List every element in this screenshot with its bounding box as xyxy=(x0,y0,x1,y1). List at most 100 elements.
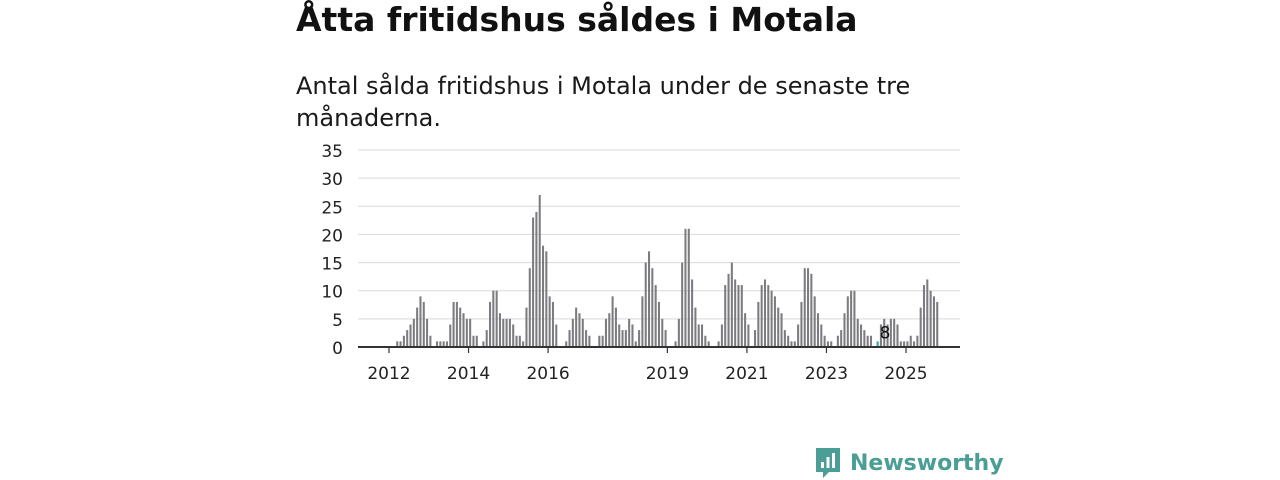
bar xyxy=(581,318,584,347)
newsworthy-logo-icon xyxy=(816,448,840,478)
bar xyxy=(426,318,429,347)
bar xyxy=(409,324,412,347)
bar xyxy=(528,268,531,347)
bar xyxy=(416,307,419,347)
bar xyxy=(783,330,786,347)
bar xyxy=(445,341,448,347)
x-axis-ticks: 2012 2014 2016 2019 2021 2023 2025 xyxy=(367,347,928,384)
bar xyxy=(727,273,730,347)
bar xyxy=(760,285,763,347)
x-tick-label: 2019 xyxy=(646,364,689,384)
x-tick-label: 2016 xyxy=(526,364,569,384)
bar xyxy=(922,285,926,347)
bar xyxy=(893,318,896,347)
bar xyxy=(406,330,409,347)
bar xyxy=(697,324,700,347)
bar xyxy=(555,324,558,347)
bar xyxy=(651,268,654,347)
bar xyxy=(601,335,604,347)
bar xyxy=(823,335,826,347)
x-tick-label: 2012 xyxy=(367,364,410,384)
bar xyxy=(588,335,591,347)
y-tick-label: 0 xyxy=(332,339,343,359)
bar xyxy=(860,324,863,347)
bar xyxy=(701,324,704,347)
bar xyxy=(515,335,518,347)
y-tick-label: 5 xyxy=(332,311,343,331)
bar xyxy=(886,324,889,347)
y-tick-label: 25 xyxy=(321,198,343,218)
bar xyxy=(455,301,458,347)
bar xyxy=(717,341,720,347)
bar xyxy=(773,296,776,347)
bar xyxy=(889,318,892,347)
bar xyxy=(578,313,581,347)
bar xyxy=(797,324,800,347)
bar xyxy=(767,285,770,347)
bar xyxy=(691,279,694,347)
bar xyxy=(737,285,740,347)
bar xyxy=(654,285,657,347)
bar xyxy=(664,330,667,347)
bar xyxy=(681,262,684,347)
bar xyxy=(492,290,495,347)
bar xyxy=(661,318,664,347)
chart-subtitle: Antal sålda fritidshus i Motala under de… xyxy=(296,72,911,132)
bar xyxy=(899,341,902,347)
bar xyxy=(866,335,869,347)
bar xyxy=(724,285,727,347)
bar xyxy=(505,318,508,347)
bar xyxy=(459,307,462,347)
bar xyxy=(747,324,750,347)
bar xyxy=(896,324,899,347)
bar xyxy=(879,324,882,347)
bar xyxy=(568,330,571,347)
bar xyxy=(674,341,677,347)
bar xyxy=(720,324,723,347)
bar xyxy=(694,307,697,347)
gridlines xyxy=(358,149,960,320)
bar xyxy=(634,341,637,347)
bar xyxy=(439,341,442,347)
bar xyxy=(813,296,816,347)
bar xyxy=(800,301,803,347)
bar xyxy=(419,296,422,347)
bar xyxy=(435,341,439,347)
bar xyxy=(449,324,452,347)
x-tick-label: 2023 xyxy=(805,364,848,384)
bar xyxy=(869,335,873,347)
x-tick-label: 2025 xyxy=(884,364,927,384)
x-tick-label: 2014 xyxy=(447,364,490,384)
brand-name: Newsworthy xyxy=(850,450,1004,476)
bars xyxy=(396,195,939,347)
bar xyxy=(932,296,935,347)
bar xyxy=(754,330,757,347)
bar xyxy=(757,301,760,347)
data-label: 8 xyxy=(880,323,891,343)
bar xyxy=(512,324,515,347)
bar xyxy=(790,341,793,347)
bar xyxy=(770,290,773,347)
bar xyxy=(644,262,647,347)
bar xyxy=(475,335,478,347)
bar xyxy=(585,330,588,347)
bar xyxy=(452,301,455,347)
bar xyxy=(820,324,823,347)
bar xyxy=(465,318,468,347)
y-tick-label: 15 xyxy=(321,255,343,275)
bar xyxy=(565,341,568,347)
bar xyxy=(628,318,631,347)
bar xyxy=(916,335,919,347)
bar xyxy=(422,301,425,347)
bar xyxy=(396,341,399,347)
bar xyxy=(787,335,790,347)
bar xyxy=(677,318,680,347)
y-tick-label: 20 xyxy=(321,226,343,246)
bar xyxy=(522,341,525,347)
bar xyxy=(816,313,820,347)
bar xyxy=(744,313,747,347)
bar xyxy=(850,290,853,347)
bar xyxy=(830,341,833,347)
newsworthy-brand[interactable]: Newsworthy xyxy=(814,446,1004,480)
bar xyxy=(826,341,829,347)
